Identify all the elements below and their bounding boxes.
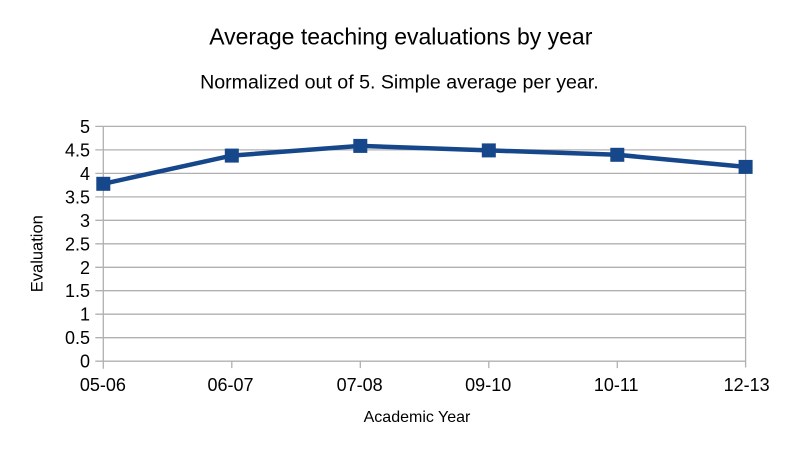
svg-text:0: 0 (80, 352, 90, 372)
svg-text:1.5: 1.5 (65, 281, 90, 301)
svg-text:10-11: 10-11 (594, 375, 639, 395)
svg-text:1: 1 (80, 305, 90, 325)
svg-text:0.5: 0.5 (65, 328, 90, 348)
svg-text:07-08: 07-08 (337, 375, 383, 395)
svg-text:3: 3 (80, 211, 90, 231)
svg-text:06-07: 06-07 (207, 375, 253, 395)
svg-text:2.5: 2.5 (65, 234, 90, 254)
svg-text:05-06: 05-06 (80, 375, 126, 395)
svg-text:5: 5 (80, 117, 90, 137)
svg-text:Normalized out of 5. Simple av: Normalized out of 5. Simple average per … (200, 71, 599, 93)
svg-text:Average teaching evaluations b: Average teaching evaluations by year (209, 24, 593, 50)
svg-text:2: 2 (80, 258, 90, 278)
svg-text:09-10: 09-10 (465, 375, 511, 395)
svg-text:3.5: 3.5 (65, 187, 90, 207)
svg-text:4.5: 4.5 (65, 140, 90, 160)
svg-text:Academic Year: Academic Year (364, 409, 471, 426)
svg-text:12-13: 12-13 (724, 375, 770, 395)
svg-text:Evaluation: Evaluation (28, 215, 46, 292)
svg-text:4: 4 (80, 164, 90, 184)
